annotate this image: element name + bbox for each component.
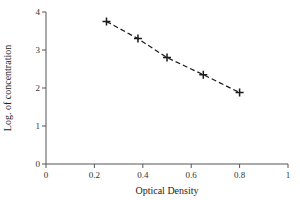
x-tick-label: 0.8 xyxy=(234,170,246,180)
data-line xyxy=(107,22,240,93)
y-tick-label: 1 xyxy=(36,121,41,131)
data-point xyxy=(103,18,111,26)
chart-container: 0 0.2 0.4 0.6 0.8 1 0 1 2 3 4 Optical Density Log. o… xyxy=(0,0,300,200)
x-tick xyxy=(142,164,143,168)
y-tick-label: 2 xyxy=(36,83,41,93)
x-axis-line xyxy=(46,164,288,165)
x-tick-label: 0.2 xyxy=(89,170,100,180)
x-tick-label: 0 xyxy=(44,170,49,180)
y-tick xyxy=(42,12,46,13)
x-tick-label: 0.4 xyxy=(137,170,149,180)
x-tick xyxy=(288,164,289,168)
y-axis-label: Log. of concentration xyxy=(2,45,13,131)
y-tick-label: 4 xyxy=(36,7,41,17)
marks xyxy=(103,18,244,97)
chart: 0 0.2 0.4 0.6 0.8 1 0 1 2 3 4 Optical Density Log. o… xyxy=(0,0,300,200)
y-tick xyxy=(42,126,46,127)
data-point xyxy=(199,71,207,79)
x-tick xyxy=(94,164,95,168)
axes: 0 0.2 0.4 0.6 0.8 1 0 1 2 3 4 xyxy=(36,7,291,180)
y-tick xyxy=(42,164,46,165)
data-point xyxy=(163,54,171,62)
y-tick-label: 0 xyxy=(36,159,41,169)
y-tick-label: 3 xyxy=(36,45,41,55)
x-tick-label: 0.6 xyxy=(186,170,198,180)
x-axis-label: Optical Density xyxy=(135,185,198,196)
y-tick xyxy=(42,50,46,51)
x-tick xyxy=(239,164,240,168)
x-tick-label: 1 xyxy=(286,170,291,180)
x-tick xyxy=(46,164,47,168)
x-tick xyxy=(191,164,192,168)
y-tick xyxy=(42,88,46,89)
data-point xyxy=(236,89,244,97)
data-point xyxy=(134,35,142,43)
y-axis-line xyxy=(46,12,47,164)
